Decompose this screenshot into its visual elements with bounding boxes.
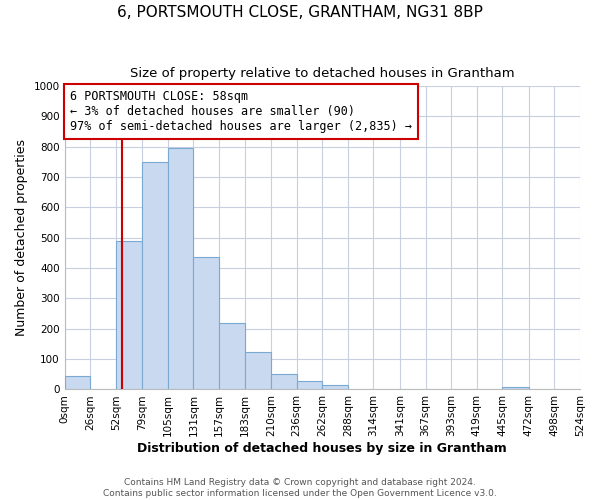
Text: 6 PORTSMOUTH CLOSE: 58sqm
← 3% of detached houses are smaller (90)
97% of semi-d: 6 PORTSMOUTH CLOSE: 58sqm ← 3% of detach… xyxy=(70,90,412,134)
Bar xyxy=(116,240,142,390)
Bar xyxy=(271,374,296,390)
Bar xyxy=(502,387,529,390)
X-axis label: Distribution of detached houses by size in Grantham: Distribution of detached houses by size … xyxy=(137,442,507,455)
Y-axis label: Number of detached properties: Number of detached properties xyxy=(15,139,28,336)
Text: 6, PORTSMOUTH CLOSE, GRANTHAM, NG31 8BP: 6, PORTSMOUTH CLOSE, GRANTHAM, NG31 8BP xyxy=(117,5,483,20)
Bar xyxy=(322,385,348,390)
Bar xyxy=(168,148,193,390)
Bar xyxy=(296,381,322,390)
Bar xyxy=(193,257,219,390)
Bar xyxy=(219,322,245,390)
Bar xyxy=(142,162,168,390)
Bar xyxy=(65,376,90,390)
Text: Contains HM Land Registry data © Crown copyright and database right 2024.
Contai: Contains HM Land Registry data © Crown c… xyxy=(103,478,497,498)
Title: Size of property relative to detached houses in Grantham: Size of property relative to detached ho… xyxy=(130,68,515,80)
Bar xyxy=(245,352,271,390)
